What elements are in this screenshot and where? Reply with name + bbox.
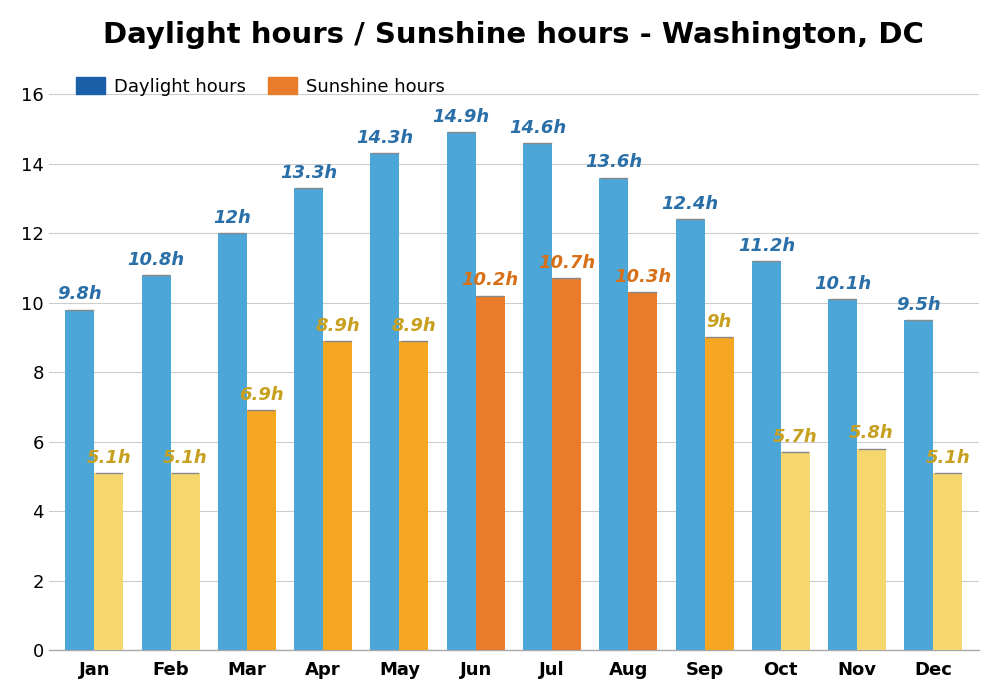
Text: 5.1h: 5.1h [86, 449, 131, 467]
Bar [828, 299, 857, 650]
Bar [323, 341, 352, 650]
Text: 10.2h: 10.2h [462, 272, 519, 290]
Bar [904, 320, 933, 650]
Bar [781, 452, 810, 650]
Bar [752, 261, 781, 650]
Bar [65, 309, 94, 650]
Text: 12.4h: 12.4h [661, 195, 719, 213]
Text: 9.8h: 9.8h [57, 286, 102, 303]
Text: 5.1h: 5.1h [163, 449, 207, 467]
Text: 10.3h: 10.3h [614, 268, 671, 286]
Bar [705, 337, 734, 650]
Text: 11.2h: 11.2h [738, 237, 795, 255]
Bar [370, 153, 399, 650]
Bar [247, 410, 276, 650]
Text: 8.9h: 8.9h [392, 316, 436, 335]
Bar [552, 279, 581, 650]
Text: 14.6h: 14.6h [509, 118, 566, 136]
Bar [399, 341, 428, 650]
Text: 13.6h: 13.6h [585, 153, 642, 172]
Text: 12h: 12h [213, 209, 251, 227]
Bar [933, 473, 962, 650]
Bar [476, 295, 505, 650]
Bar [523, 143, 552, 650]
Bar [94, 473, 123, 650]
Text: 10.7h: 10.7h [538, 254, 595, 272]
Text: 9.5h: 9.5h [897, 296, 941, 314]
Text: 5.7h: 5.7h [773, 428, 818, 446]
Text: 5.1h: 5.1h [926, 449, 970, 467]
Bar [218, 233, 247, 650]
Bar [142, 275, 171, 650]
Bar [676, 219, 705, 650]
Bar [171, 473, 200, 650]
Title: Daylight hours / Sunshine hours - Washington, DC: Daylight hours / Sunshine hours - Washin… [103, 21, 924, 49]
Bar [628, 292, 657, 650]
Text: 8.9h: 8.9h [315, 316, 360, 335]
Legend: Daylight hours, Sunshine hours: Daylight hours, Sunshine hours [76, 78, 445, 96]
Text: 14.9h: 14.9h [433, 108, 490, 126]
Text: 10.1h: 10.1h [814, 275, 871, 293]
Bar [294, 188, 323, 650]
Bar [599, 178, 628, 650]
Text: 13.3h: 13.3h [280, 164, 337, 182]
Text: 10.8h: 10.8h [127, 251, 185, 269]
Text: 6.9h: 6.9h [239, 386, 284, 404]
Text: 5.8h: 5.8h [849, 424, 894, 442]
Text: 9h: 9h [706, 313, 732, 331]
Text: 14.3h: 14.3h [356, 129, 414, 147]
Bar [447, 132, 476, 650]
Bar [857, 449, 886, 650]
